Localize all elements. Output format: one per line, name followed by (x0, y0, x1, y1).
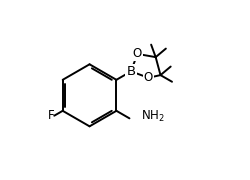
Text: O: O (144, 71, 153, 84)
Text: O: O (133, 47, 142, 60)
Text: B: B (126, 65, 136, 78)
Text: NH$_2$: NH$_2$ (141, 109, 165, 124)
Text: F: F (48, 109, 54, 122)
